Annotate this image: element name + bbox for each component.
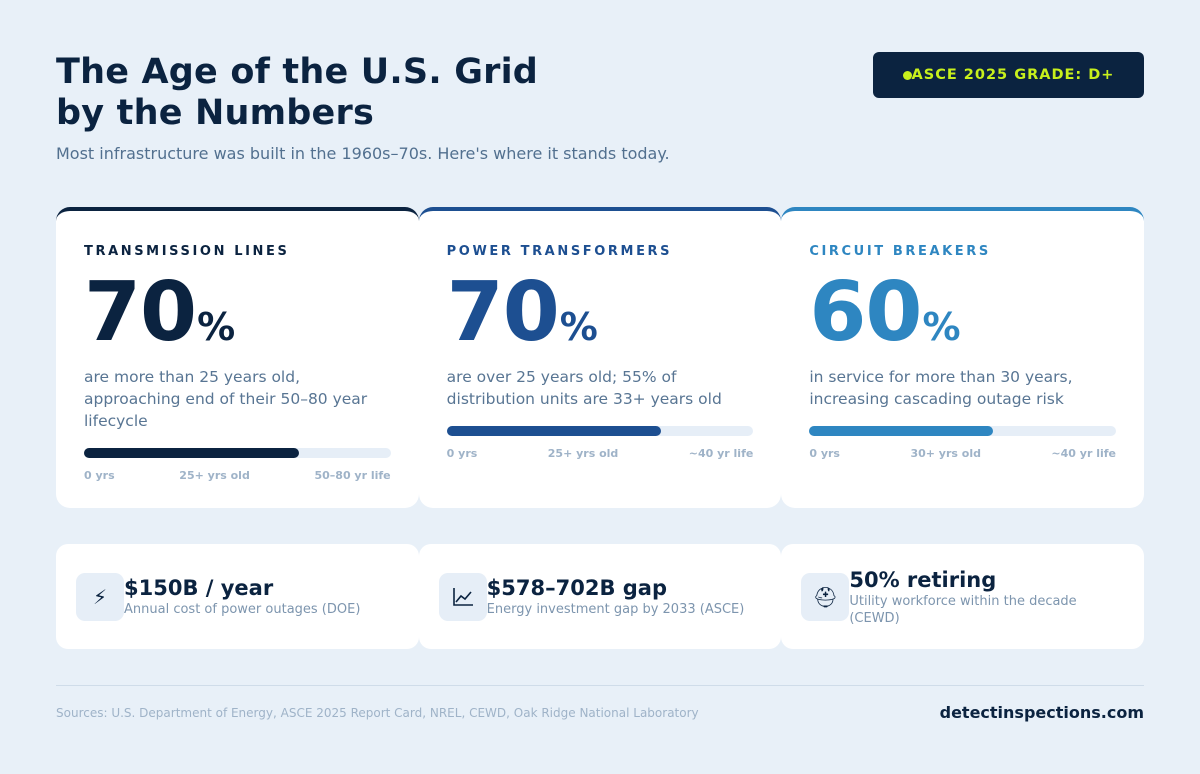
chart-icon xyxy=(438,572,487,621)
card-description: are more than 25 years old, approaching … xyxy=(84,368,368,430)
stat-investment-gap: $578–702B gap Energy investment gap by 2… xyxy=(418,544,782,649)
chart-icon-graphic xyxy=(452,587,473,606)
card-big-stat: 60 % xyxy=(809,265,1116,360)
card-percent-unit: % xyxy=(922,305,961,349)
stat-value: $150B / year xyxy=(124,576,274,600)
page-title-line-1: The Age of the U.S. Grid xyxy=(56,52,539,92)
header: The Age of the U.S. Grid by the Numbers … xyxy=(56,52,816,163)
stat-value: $578–702B gap xyxy=(486,576,668,600)
card-description: in service for more than 30 years, incre… xyxy=(809,368,1073,408)
card-percent-unit: % xyxy=(559,305,598,349)
progress-bar xyxy=(446,426,754,436)
bar-label-start: 0 yrs xyxy=(84,469,115,482)
page-subtitle: Most infrastructure was built in the 196… xyxy=(56,144,670,163)
status-dot-icon xyxy=(902,70,912,80)
card-big-stat: 70 % xyxy=(446,265,754,360)
bar-label-end: 50–80 yr life xyxy=(314,469,391,482)
progress-bar-labels: 0 yrs 25+ yrs old 50–80 yr life xyxy=(84,469,391,482)
bar-label-mid: 30+ yrs old xyxy=(910,447,981,460)
card-big-stat: 70 % xyxy=(84,265,391,360)
card-transmission-lines: TRANSMISSION LINES 70 % are more than 25… xyxy=(56,207,419,508)
footer-site-link[interactable]: detectinspections.com xyxy=(939,703,1144,722)
bar-label-mid: 25+ yrs old xyxy=(547,447,619,460)
progress-bar xyxy=(809,426,1117,436)
page-title-line-2: by the Numbers xyxy=(56,93,374,133)
page-title: The Age of the U.S. Grid by the Numbers xyxy=(56,52,816,134)
progress-bar-fill xyxy=(84,448,299,458)
grade-badge-label: ASCE 2025 GRADE: D+ xyxy=(911,67,1115,83)
bar-label-start: 0 yrs xyxy=(809,447,840,460)
card-label: TRANSMISSION LINES xyxy=(84,244,290,259)
stat-value: 50% retiring xyxy=(849,567,997,592)
card-percent-value: 70 xyxy=(446,265,560,360)
lightning-icon: ⚡ xyxy=(76,572,124,621)
card-percent-value: 70 xyxy=(84,265,197,360)
bar-label-start: 0 yrs xyxy=(446,447,478,460)
stat-caption: Energy investment gap by 2033 (ASCE) xyxy=(486,602,745,617)
card-description: are over 25 years old; 55% of distributi… xyxy=(446,368,722,408)
stat-caption: Annual cost of power outages (DOE) xyxy=(124,602,361,617)
bar-label-end: ~40 yr life xyxy=(1051,447,1116,460)
progress-bar-fill xyxy=(446,426,662,436)
progress-bar xyxy=(84,448,391,458)
summary-stats: ⚡ $150B / year Annual cost of power outa… xyxy=(56,544,1145,649)
card-label: POWER TRANSFORMERS xyxy=(446,244,673,259)
stat-caption: Utility workforce within the decade (CEW… xyxy=(849,593,1077,626)
grade-badge: ASCE 2025 GRADE: D+ xyxy=(873,52,1144,98)
stat-outage-cost: ⚡ $150B / year Annual cost of power outa… xyxy=(56,544,419,649)
card-percent-value: 60 xyxy=(809,265,922,360)
bar-label-mid: 25+ yrs old xyxy=(179,469,250,482)
card-label: CIRCUIT BREAKERS xyxy=(809,244,991,259)
footer-sources: Sources: U.S. Department of Energy, ASCE… xyxy=(56,706,699,720)
stat-workforce-retiring: ⛑ 50% retiring Utility workforce within … xyxy=(781,544,1145,649)
progress-bar-fill xyxy=(809,426,994,436)
stat-cards: TRANSMISSION LINES 70 % are more than 25… xyxy=(56,207,1145,508)
card-power-transformers: POWER TRANSFORMERS 70 % are over 25 year… xyxy=(418,207,782,508)
card-circuit-breakers: CIRCUIT BREAKERS 60 % in service for mor… xyxy=(781,207,1145,508)
footer-divider xyxy=(56,685,1144,686)
progress-bar-labels: 0 yrs 30+ yrs old ~40 yr life xyxy=(809,447,1116,460)
progress-bar-labels: 0 yrs 25+ yrs old ~40 yr life xyxy=(447,447,754,460)
worker-helmet-icon: ⛑ xyxy=(801,572,850,621)
card-percent-unit: % xyxy=(197,305,236,349)
bar-label-end: ~40 yr life xyxy=(688,447,754,460)
